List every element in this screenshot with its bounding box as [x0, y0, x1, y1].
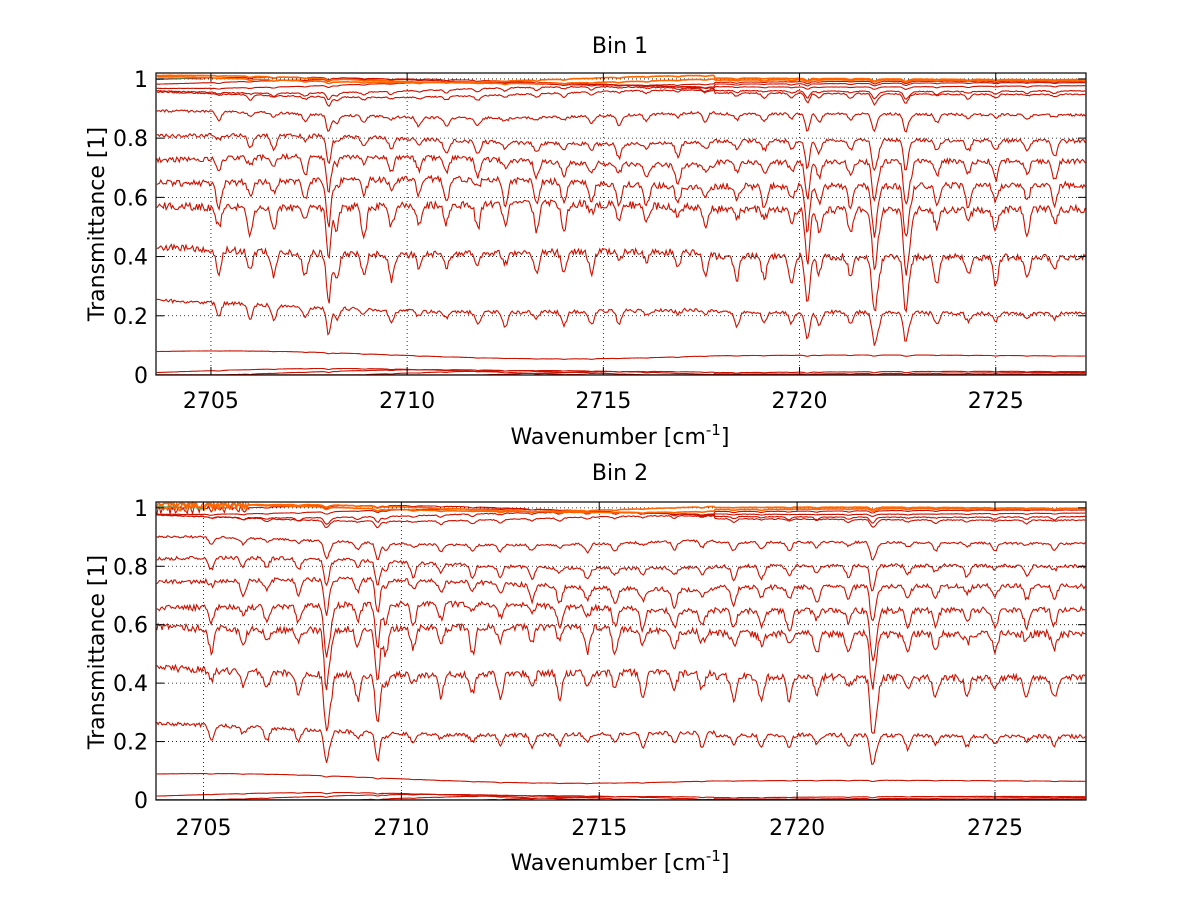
x-axis-label-end-bin-1: ] [721, 425, 730, 450]
y-tick-label-bin-2-3: 0.6 [113, 614, 148, 639]
y-tick-label-bin-1-1: 0.2 [113, 305, 148, 330]
y-tick-label-bin-2-1: 0.2 [113, 731, 148, 756]
y-ticks-bin-1: 0 0.2 0.4 0.6 0.8 1 [113, 68, 1086, 389]
chart-title-bin-1: Bin 1 [592, 34, 648, 59]
series-line-bin-1-4 [156, 350, 1086, 360]
y-ticks-bin-2: 0 0.2 0.4 0.6 0.8 1 [113, 497, 1086, 814]
series-group-bin-1 [156, 74, 1086, 376]
plot-frame-bin-2 [155, 501, 1087, 801]
x-tick-label-bin-2-1: 2710 [373, 816, 429, 841]
x-tick-label-bin-2-0: 2705 [175, 816, 231, 841]
panel-bin-2: Bin 2 2705 2710 2715 2720 2725 0 0.2 0.4 0.6 0.8… [85, 461, 1087, 876]
series-line-bin-2-17 [156, 500, 1086, 514]
series-line-bin-1-8 [156, 174, 1086, 238]
series-line-bin-1-11 [156, 108, 1086, 133]
series-line-bin-2-5 [156, 721, 1086, 765]
series-line-bin-2-4 [156, 772, 1086, 785]
series-accent-bin-2 [157, 505, 204, 509]
series-line-bin-2-16 [156, 500, 1086, 514]
x-ticks-bin-1: 2705 2710 2715 2720 2725 [183, 73, 1024, 414]
x-axis-label-bin-1: Wavenumber [cm-1] [511, 421, 730, 450]
series-line-bin-2-7 [156, 622, 1086, 691]
series-line-bin-1-14 [156, 81, 1086, 90]
y-tick-label-bin-1-5: 1 [134, 68, 148, 93]
x-tick-label-bin-1-3: 2720 [772, 389, 828, 414]
grid-bin-2 [156, 502, 1086, 800]
series-line-bin-2-6 [156, 663, 1086, 734]
y-tick-label-bin-2-2: 0.4 [113, 672, 148, 697]
x-axis-label-sup-bin-2: -1 [706, 847, 721, 865]
series-line-bin-1-7 [156, 198, 1086, 276]
series-line-bin-1-10 [156, 132, 1086, 172]
y-axis-label-bin-2: Transmittance [1] [85, 555, 110, 750]
chart-title-bin-2: Bin 2 [592, 461, 648, 486]
x-axis-label-text-bin-2: Wavenumber [cm [511, 851, 706, 876]
x-tick-label-bin-1-4: 2725 [968, 389, 1024, 414]
y-tick-label-bin-1-4: 0.8 [113, 127, 148, 152]
series-line-bin-2-11 [156, 534, 1086, 561]
series-accent-bin-1 [157, 76, 204, 81]
x-tick-label-bin-1-2: 2715 [575, 389, 631, 414]
series-line-bin-1-9 [156, 152, 1086, 205]
series-line-bin-1-5 [156, 298, 1086, 346]
x-tick-label-bin-1-0: 2705 [183, 389, 239, 414]
x-tick-label-bin-2-4: 2725 [967, 816, 1023, 841]
series-line-bin-1-12 [156, 88, 1086, 107]
y-axis-label-bin-1: Transmittance [1] [85, 127, 110, 322]
y-tick-label-bin-2-4: 0.8 [113, 555, 148, 580]
series-line-bin-1-18 [156, 74, 1086, 85]
y-tick-label-bin-2-0: 0 [134, 789, 148, 814]
x-axis-label-sup-bin-1: -1 [706, 421, 721, 439]
y-tick-label-bin-1-2: 0.4 [113, 246, 148, 271]
x-tick-label-bin-2-3: 2720 [769, 816, 825, 841]
series-line-bin-2-12 [156, 514, 1086, 529]
series-line-bin-2-10 [156, 555, 1086, 592]
y-tick-label-bin-1-0: 0 [134, 364, 148, 389]
panel-bin-1: Bin 1 2705 2710 2715 2720 2725 0 0.2 0.4 0.6 0.8… [85, 34, 1087, 450]
grid-bin-1 [156, 73, 1086, 375]
series-line-bin-1-6 [156, 243, 1086, 314]
series-line-bin-2-2 [156, 793, 1086, 801]
x-axis-label-end-bin-2: ] [721, 851, 730, 876]
x-axis-label-text-bin-1: Wavenumber [cm [511, 425, 706, 450]
y-tick-label-bin-2-5: 1 [134, 497, 148, 522]
x-tick-label-bin-2-2: 2715 [571, 816, 627, 841]
series-line-bin-1-13 [156, 85, 1086, 100]
series-line-bin-1-16 [156, 76, 1086, 87]
series-line-bin-2-8 [156, 600, 1086, 662]
series-group-bin-2 [156, 500, 1086, 801]
x-tick-label-bin-1-1: 2710 [379, 389, 435, 414]
series-line-bin-2-9 [156, 576, 1086, 622]
series-line-bin-1-2 [156, 369, 1086, 376]
x-axis-label-bin-2: Wavenumber [cm-1] [511, 847, 730, 876]
plot-frame-bin-1 [155, 72, 1087, 376]
y-tick-label-bin-1-3: 0.6 [113, 186, 148, 211]
x-ticks-bin-2: 2705 2710 2715 2720 2725 [175, 502, 1023, 841]
